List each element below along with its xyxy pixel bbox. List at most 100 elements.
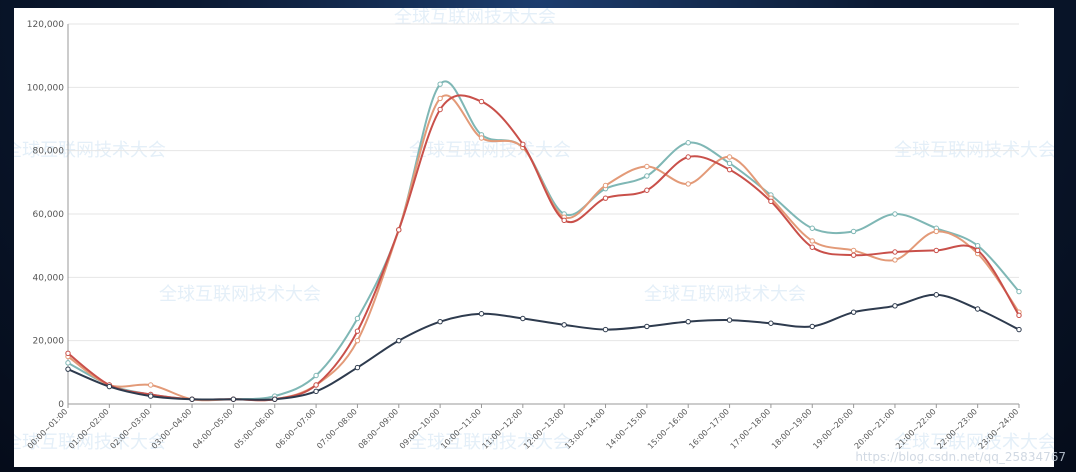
data-point [478,311,485,317]
data-point [1016,312,1022,319]
source-credit: https://blog.csdn.net/qq_25834767 [855,450,1066,464]
data-point [974,306,981,312]
watermark-text: 全球互联网技术大会 [394,8,556,28]
data-point [520,141,526,148]
data-point [726,154,733,160]
data-point [726,166,733,173]
chart-panel: 全球互联网技术大会 全球互联网技术大会 全球互联网技术大会 全球互联网技术大会 全球互联… [14,8,1054,467]
series-4 [65,292,1022,402]
y-tick-label: 20,000 [33,337,65,347]
y-axis-ticks: 0 20,000 40,000 60,000 80,000 100,000 120,000 [27,20,64,410]
data-point [809,323,815,330]
data-point [313,382,319,388]
watermark-text: 全球互联网技术大会 [644,284,806,305]
data-point [520,315,526,322]
data-point [561,322,567,328]
x-tick-label: 19:00~20:00 [811,407,855,451]
series-1 [65,80,1022,402]
x-tick-label: 06:00~07:00 [274,407,318,451]
data-point [809,244,815,250]
axes [67,24,1019,405]
data-point [65,366,71,372]
x-tick-label: 08:00~09:00 [356,407,400,451]
x-axis-ticks: 00:00~01:0001:00~02:0002:00~03:0003:00~0… [26,404,1020,451]
series-line [67,80,1020,401]
data-point [272,396,278,402]
data-point [230,396,237,402]
data-point [354,315,361,322]
data-point [850,252,857,258]
data-point [726,160,733,167]
watermark-text: 全球互联网技术大会 [409,432,571,453]
data-point [1016,288,1022,295]
watermark-text: 全球互联网技术大会 [159,284,321,305]
data-point [644,173,650,179]
data-point [561,217,567,224]
data-point [809,225,815,231]
data-point [726,317,733,323]
x-tick-label: 15:00~16:00 [646,407,690,451]
data-point [644,187,650,193]
data-point [106,383,113,390]
data-point [189,396,195,402]
grid-lines [68,23,1019,342]
watermark-text: 全球互联网技术大会 [894,432,1054,453]
y-tick-label: 0 [58,400,64,410]
x-tick-label: 20:00~21:00 [853,407,897,451]
data-point [850,309,857,315]
data-point [768,320,774,326]
data-point [396,337,402,344]
series-line [67,293,1020,401]
data-point [437,318,443,325]
data-point [478,135,485,141]
data-point [892,211,898,217]
y-tick-label: 60,000 [33,210,65,220]
data-point [892,249,898,255]
data-point [354,364,361,371]
data-point [437,81,443,87]
data-point [354,337,361,344]
data-point [602,195,609,201]
y-tick-label: 80,000 [33,147,65,157]
data-point [685,154,691,160]
data-point [313,388,319,395]
x-tick-label: 13:00~14:00 [563,407,607,451]
data-point [313,372,319,379]
data-point [644,163,650,170]
x-tick-label: 18:00~19:00 [770,407,814,451]
x-tick-label: 05:00~06:00 [232,407,276,451]
x-tick-label: 04:00~05:00 [191,407,235,451]
data-point [974,242,981,249]
data-point [437,106,443,113]
data-point [850,247,857,254]
x-tick-label: 14:00~15:00 [605,407,649,451]
data-point [974,247,981,254]
data-point [602,326,609,333]
x-tick-label: 07:00~08:00 [315,407,359,451]
series-layer [65,80,1022,402]
data-point [396,227,402,233]
data-point [147,382,154,388]
x-tick-label: 17:00~18:00 [729,407,773,451]
data-point [602,182,609,189]
data-point [478,98,485,105]
y-tick-label: 100,000 [27,83,64,93]
data-point [933,228,940,235]
data-point [892,303,898,309]
data-point [1016,326,1022,333]
data-point [933,292,940,298]
data-point [65,360,71,366]
data-point [809,238,815,244]
y-tick-label: 120,000 [27,20,64,30]
data-point [933,247,940,254]
data-point [437,95,443,102]
data-point [685,181,691,187]
data-point [892,257,898,263]
watermark-text: 全球互联网技术大会 [14,432,166,453]
data-point [685,140,691,146]
data-point [768,198,774,205]
data-point [65,350,71,357]
